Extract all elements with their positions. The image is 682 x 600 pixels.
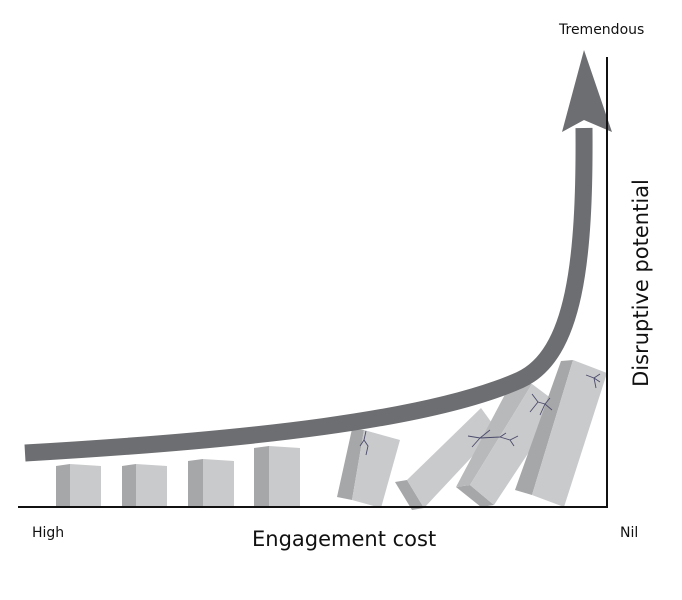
x-axis-title: Engagement cost (252, 527, 437, 551)
block-3 (188, 459, 234, 507)
crack-marks (359, 373, 601, 456)
arrow-head (562, 50, 612, 132)
block-1 (56, 464, 101, 507)
growth-arrow (24, 127, 593, 462)
y-axis-top-label: Tremendous (559, 22, 645, 38)
block-8 (515, 360, 607, 507)
x-axis-right-label: Nil (620, 525, 639, 541)
block-2 (122, 464, 167, 507)
block-5 (337, 429, 400, 508)
x-axis-left-label: High (32, 525, 65, 541)
y-axis-title: Disruptive potential (629, 179, 653, 387)
block-6 (395, 408, 497, 510)
block-4 (254, 446, 300, 507)
block-7 (456, 384, 560, 507)
